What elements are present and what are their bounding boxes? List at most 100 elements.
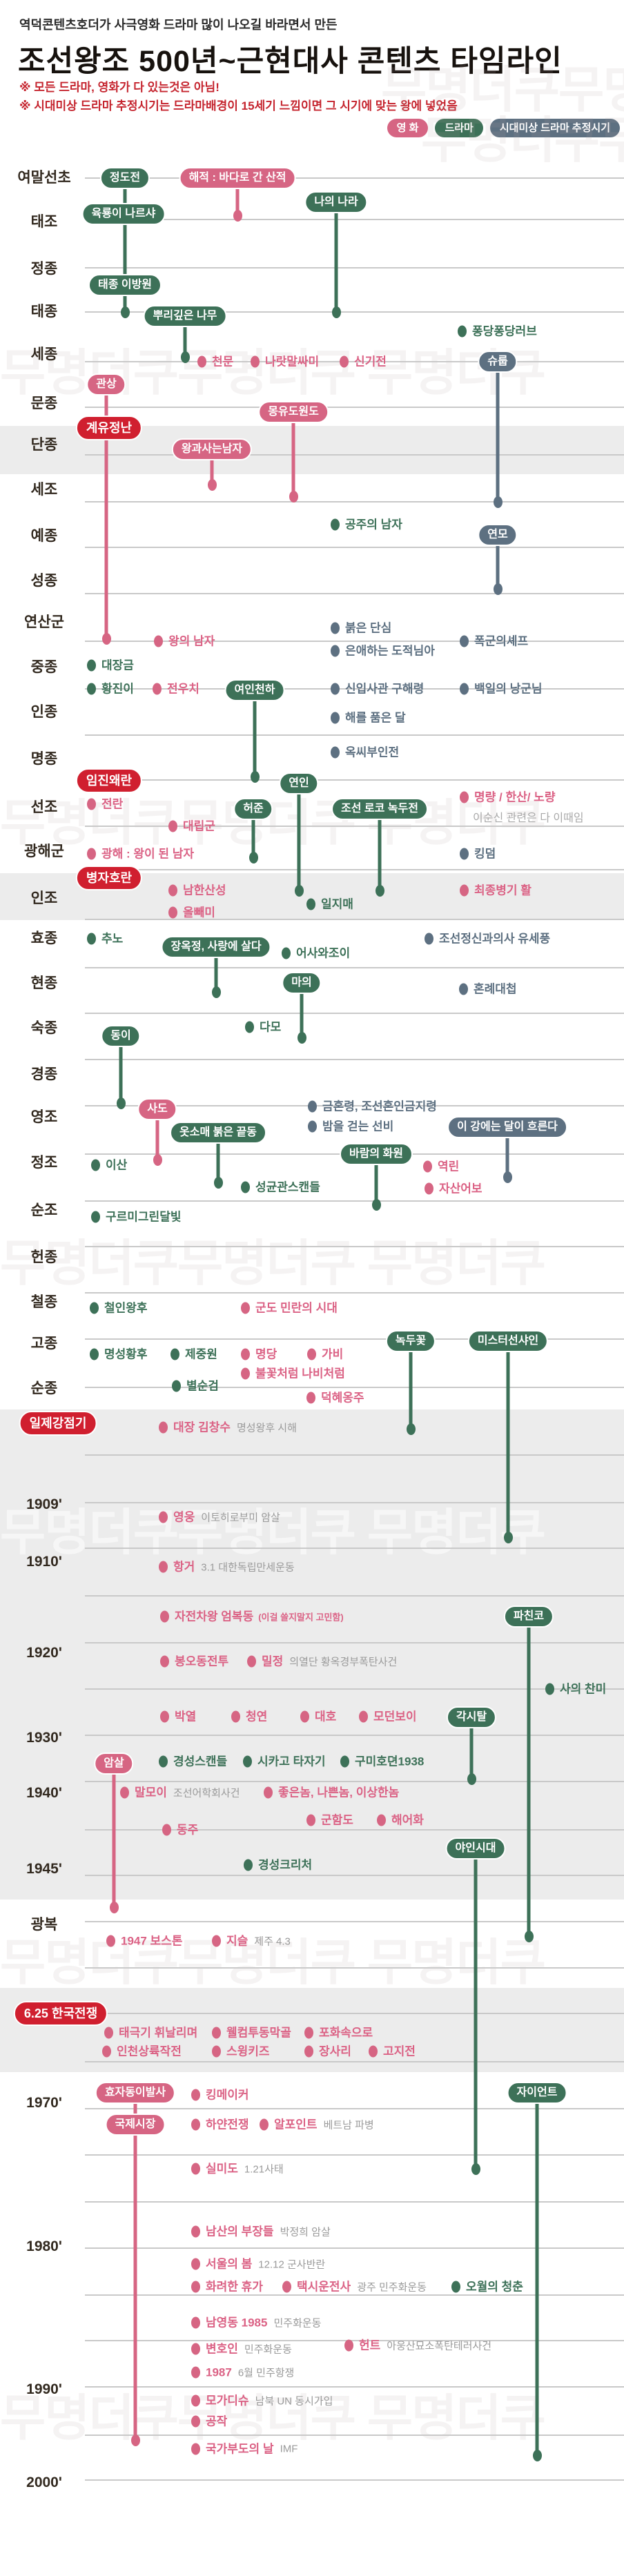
- item-dot: [304, 2045, 313, 2058]
- item-label: 자산어보: [439, 1182, 482, 1196]
- timeline-pill: 조선 로코 녹두전: [331, 798, 428, 820]
- timeline-dot-item: 경성크리처: [244, 1859, 312, 1871]
- timeline-dot-item: 광해 : 왕이 된 남자: [87, 848, 194, 860]
- grid-line: [85, 1781, 624, 1782]
- item-label: 퐁당퐁당러브: [472, 324, 537, 338]
- item-dot: [212, 2027, 221, 2039]
- timeline-dot-item: 군함도: [306, 1814, 353, 1826]
- stem-end-dot: [248, 852, 258, 863]
- item-subtext: 박정희 암살: [280, 2226, 331, 2238]
- timeline-dot-item: 모던보이: [359, 1710, 417, 1723]
- item-dot: [331, 645, 340, 657]
- item-dot: [191, 2089, 200, 2101]
- grid-line: [85, 1595, 624, 1597]
- item-dot: [458, 325, 467, 338]
- timeline-dot-item: 올빼미: [168, 906, 215, 919]
- grid-line: [85, 454, 624, 456]
- item-dot: [212, 1935, 221, 1947]
- item-label: 해를 품은 달: [345, 711, 406, 725]
- item-dot: [260, 2118, 269, 2131]
- timeline-dot-item: 말모이 조선어학회사건: [120, 1786, 240, 1800]
- grid-line: [85, 869, 624, 870]
- item-subtext: 1.21사태: [244, 2163, 284, 2176]
- era-label: 현종: [30, 975, 58, 991]
- timeline-pill: 암살: [94, 1753, 134, 1775]
- item-dot: [460, 791, 469, 803]
- item-label: 구미호뎐1938: [355, 1755, 425, 1768]
- item-label: 다모: [260, 1020, 282, 1034]
- timeline-stem: [503, 1345, 513, 1543]
- era-label: 광해군: [24, 843, 64, 859]
- grid-line: [85, 2154, 624, 2156]
- era-label: 1970': [26, 2095, 62, 2111]
- grid-line: [85, 1292, 624, 1294]
- item-label: 좋은놈, 나쁜놈, 이상한놈: [278, 1786, 400, 1799]
- grid-line: [85, 1735, 624, 1736]
- item-label: 사의 찬미: [560, 1682, 607, 1696]
- item-dot: [377, 1814, 386, 1826]
- timeline-stem: [101, 387, 111, 645]
- stem-end-dot: [109, 1902, 119, 1913]
- item-dot: [307, 1348, 316, 1360]
- timeline-dot-item: 구르미그린달빛: [91, 1211, 181, 1223]
- item-label: 박열: [175, 1710, 197, 1724]
- era-label: 연산군: [24, 614, 64, 630]
- item-label: 지슬: [226, 1934, 248, 1948]
- era-label: 인종: [30, 704, 58, 720]
- timeline-pill: 정도전: [99, 167, 150, 189]
- stem-end-dot: [294, 885, 304, 897]
- item-dot: [460, 635, 469, 647]
- item-label: 스윙키즈: [226, 2045, 270, 2058]
- item-label: 혼례대첩: [474, 982, 517, 996]
- timeline-dot-item: 장사리: [304, 2045, 351, 2058]
- item-label: 항거: [173, 1560, 195, 1574]
- era-label: 경종: [30, 1066, 58, 1082]
- grid-line: [85, 734, 624, 736]
- timeline-dot-item: 박열: [160, 1710, 197, 1724]
- event-pill: 임진왜란: [75, 768, 143, 793]
- timeline-dot-item: 군도 민란의 시대: [241, 1302, 338, 1314]
- item-label: 시카고 타자기: [257, 1755, 326, 1768]
- legend: 영 화 드라마 시대미상 드라마 추정시기: [387, 119, 620, 137]
- grid-line: [85, 2061, 624, 2062]
- item-label: 성균관스캔들: [255, 1180, 320, 1194]
- timeline-stem: [248, 812, 258, 863]
- timeline-stem: [153, 1112, 162, 1166]
- item-dot: [172, 1380, 181, 1392]
- timeline-dot-item: 경성스캔들: [159, 1755, 227, 1768]
- item-dot: [162, 1824, 171, 1836]
- timeline-pill: 여인천하: [224, 679, 285, 701]
- grid-line: [85, 1829, 624, 1831]
- timeline-pill: 연인: [279, 772, 319, 794]
- stem-end-dot: [289, 491, 298, 502]
- item-label: 대장금: [101, 658, 134, 672]
- item-label: 남영동 1985: [206, 2316, 268, 2330]
- item-dot: [331, 746, 340, 759]
- item-label: 실미도: [206, 2162, 238, 2176]
- grid-line: [85, 501, 624, 502]
- timeline-dot-item: 붉은 단심: [331, 622, 391, 634]
- timeline-dot-item: 전란: [87, 798, 123, 810]
- item-label: 불꽃처럼 나비처럼: [255, 1367, 345, 1380]
- timeline-dot-item: 조선정신과의사 유세풍: [425, 933, 550, 945]
- item-dot: [243, 1755, 252, 1768]
- timeline-pill: 해적 : 바다로 간 산적: [179, 167, 296, 189]
- era-label: 순조: [30, 1202, 58, 1218]
- timeline-pill: 이 강에는 달이 흐른다: [447, 1116, 567, 1138]
- era-label: 문종: [30, 396, 58, 411]
- timeline-pill: 자이언트: [507, 2082, 567, 2104]
- stem-end-dot: [101, 633, 111, 645]
- item-dot: [212, 2045, 221, 2058]
- item-dot: [308, 1100, 317, 1113]
- timeline-pill: 동이: [101, 1025, 141, 1047]
- timeline-dot-item: 일지매: [306, 898, 353, 910]
- timeline-stem: [493, 366, 503, 508]
- timeline-stem: [493, 544, 503, 595]
- era-label: 단종: [30, 437, 58, 453]
- item-dot: [459, 983, 468, 995]
- item-dot: [369, 2045, 378, 2058]
- grid-line: [85, 547, 624, 548]
- timeline-stem: [211, 950, 221, 998]
- era-label: 1940': [26, 1785, 62, 1801]
- item-label: 남산의 부장들: [206, 2225, 274, 2238]
